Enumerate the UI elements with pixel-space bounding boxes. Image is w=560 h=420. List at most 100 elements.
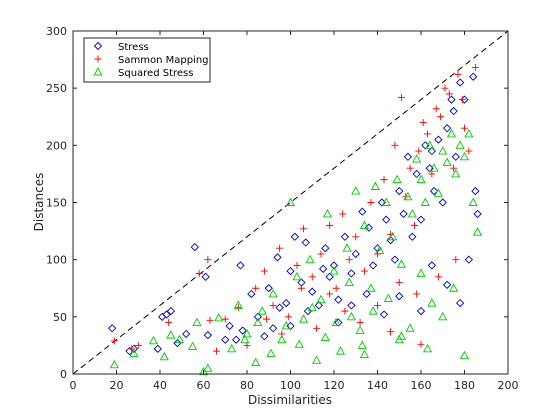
data-point-sammon-mapping [326,290,334,298]
data-point-squared-stress [464,128,474,138]
data-point-stress [416,215,426,224]
data-point-sammon-mapping [360,267,368,275]
data-point-stress [253,312,263,321]
data-point-sammon-mapping [415,147,423,155]
data-point-sammon-mapping [293,261,301,269]
data-point-sammon-mapping [300,225,308,233]
data-point-sammon-mapping [437,113,445,121]
data-point-squared-stress [412,154,422,163]
data-point-stress [238,326,247,335]
data-point-stress [416,306,426,316]
data-point-sammon-mapping [413,290,421,298]
data-point-stress [447,95,456,104]
data-point-sammon-mapping [308,273,316,281]
legend-label-sammon-mapping: Sammon Mapping [118,55,209,66]
data-point-squared-stress [416,268,426,277]
data-point-squared-stress [449,283,459,292]
data-point-sammon-mapping [471,64,479,72]
data-point-sammon-mapping [374,301,381,309]
data-point-stress [403,152,413,161]
data-point-stress [427,146,437,156]
data-point-squared-stress [429,163,439,172]
data-point-stress [334,318,343,327]
data-point-squared-stress [214,313,224,322]
data-point-squared-stress [227,343,237,353]
data-point-squared-stress [416,174,426,184]
data-point-stress [434,135,443,144]
legend-marker-squared-stress [93,67,103,76]
data-point-squared-stress [375,245,385,254]
data-point-stress [314,301,323,310]
reference-line [72,30,509,375]
data-point-sammon-mapping [406,164,414,172]
data-point-squared-stress [277,334,287,344]
y-tick-label: 100 [46,254,67,267]
data-point-squared-stress [346,311,356,321]
data-point-stress [427,261,437,270]
data-point-sammon-mapping [204,256,212,264]
data-point-stress [282,298,291,308]
data-point-sammon-mapping [263,315,271,323]
axis-ticks: 0 20 40 60 80 100 120 140 160 180 200 0 50 100 150 200 2… [46,25,519,392]
data-point-sammon-mapping [352,233,360,241]
data-point-stress [201,272,210,281]
data-point-squared-stress [342,243,352,252]
data-point-squared-stress [268,289,278,298]
data-point-stress [108,324,117,333]
data-point-squared-stress [175,334,185,344]
data-point-stress [153,344,162,353]
data-point-squared-stress [292,271,302,281]
data-point-sammon-mapping [458,96,466,104]
data-point-stress [273,253,282,262]
data-point-stress [340,232,350,241]
data-point-stress [369,261,378,270]
data-point-squared-stress [192,317,202,326]
data-point-stress [231,335,241,344]
data-point-squared-stress [331,317,341,326]
data-point-stress [379,310,389,319]
data-point-squared-stress [312,355,322,364]
data-point-squared-stress [266,348,276,357]
data-point-sammon-mapping [452,256,460,264]
legend-marker-sammon-mapping [94,55,102,63]
data-point-stress [364,223,373,232]
data-point-squared-stress [357,340,367,349]
data-point-stress [362,289,371,299]
data-point-squared-stress [305,254,315,264]
data-point-stress [399,209,408,219]
data-point-stress [412,169,421,179]
legend-markers [93,41,103,76]
data-point-stress [334,295,343,304]
data-point-squared-stress [159,351,169,361]
data-point-squared-stress [307,302,317,312]
data-point-sammon-mapping [380,176,388,184]
data-point-sammon-mapping [206,316,214,324]
data-point-squared-stress [388,231,398,241]
data-point-squared-stress [427,298,437,307]
data-point-squared-stress [368,306,378,315]
data-point-sammon-mapping [165,319,173,327]
x-tick-label: 180 [454,379,475,392]
x-tick-label: 140 [367,379,388,392]
data-point-sammon-mapping [391,141,399,149]
data-point-stress [236,261,245,270]
data-point-stress [290,232,299,241]
data-point-squared-stress [166,330,176,339]
x-tick-label: 120 [324,379,345,392]
y-tick-label: 250 [46,82,67,95]
data-point-stress [225,321,234,331]
data-point-sammon-mapping [213,347,221,355]
data-point-squared-stress [396,331,406,340]
data-point-sammon-mapping [395,279,403,287]
data-point-squared-stress [240,334,250,344]
data-point-sammon-mapping [317,250,325,258]
data-point-sammon-mapping [465,147,473,155]
data-point-sammon-mapping [326,221,334,229]
data-point-squared-stress [381,197,391,206]
x-tick-label: 100 [280,379,301,392]
data-point-stress [456,298,465,308]
data-point-sammon-mapping [417,340,425,348]
data-point-stress [247,289,256,299]
data-point-squared-stress [383,293,393,302]
data-point-sammon-mapping [432,105,440,113]
